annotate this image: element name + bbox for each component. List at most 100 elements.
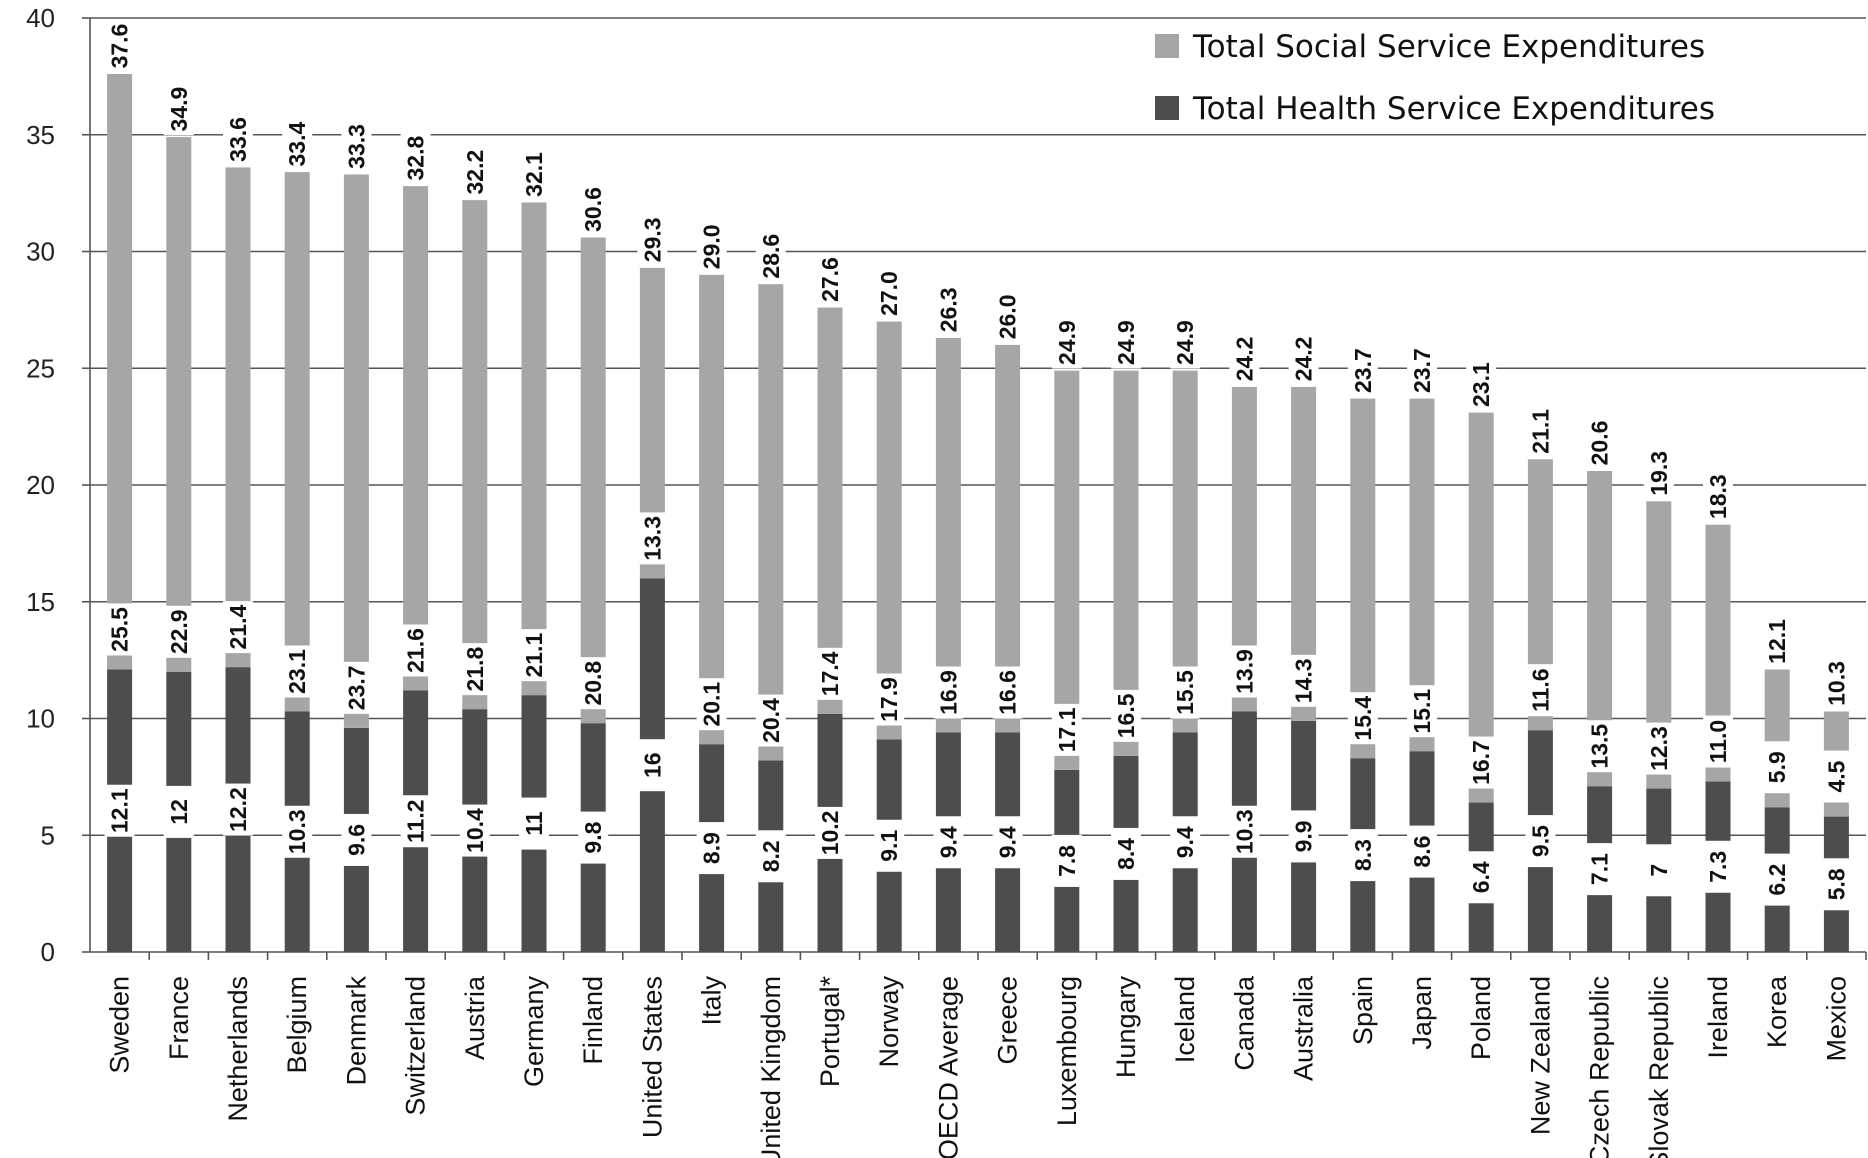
social-value-label-group: 15.5 xyxy=(1170,666,1201,719)
social-value-label-group: 21.4 xyxy=(223,601,253,654)
total-value-label: 32.1 xyxy=(521,152,547,197)
social-value-label: 11.6 xyxy=(1527,668,1553,712)
social-value-label-bg xyxy=(1466,736,1497,789)
social-value-label-group: 23.1 xyxy=(282,645,313,698)
health-value-label-bg xyxy=(163,785,194,838)
health-value-label-bg xyxy=(1643,844,1674,897)
total-value-label: 10.3 xyxy=(1823,661,1849,706)
health-value-label-bg xyxy=(696,822,727,875)
health-value-label-bg xyxy=(578,811,609,864)
category-label: Belgium xyxy=(282,976,312,1074)
total-value-label-bg xyxy=(163,83,194,136)
y-tick-label: 40 xyxy=(26,3,55,33)
social-value-label-bg xyxy=(1584,720,1615,773)
social-value-label: 23.1 xyxy=(284,649,310,694)
total-value-label-bg xyxy=(874,267,905,320)
bar-social xyxy=(107,74,133,670)
health-value-label-group: 9.5 xyxy=(1525,815,1556,868)
total-value-label-bg xyxy=(519,148,549,201)
health-value-label-group: 7.3 xyxy=(1703,840,1733,893)
total-value-label: 26.3 xyxy=(935,288,961,333)
y-tick-label: 15 xyxy=(26,587,55,617)
category-label: Canada xyxy=(1229,975,1259,1071)
health-value-label: 9.6 xyxy=(343,824,369,856)
total-value-label-bg xyxy=(1584,416,1615,469)
social-value-label: 17.4 xyxy=(817,651,843,696)
total-value-label-group: 34.9 xyxy=(163,83,194,136)
health-value-label: 9.4 xyxy=(1172,826,1198,858)
health-value-label-group: 12.1 xyxy=(104,784,135,837)
health-value-label: 8.4 xyxy=(1113,838,1139,870)
health-value-label-group: 9.8 xyxy=(578,811,609,864)
health-value-label-bg xyxy=(1051,834,1082,887)
health-value-label-bg xyxy=(1407,825,1437,878)
category-label: New Zealand xyxy=(1525,976,1555,1135)
category-label: Japan xyxy=(1407,976,1437,1050)
social-value-label-bg xyxy=(104,603,135,656)
total-value-label-bg xyxy=(1229,332,1260,385)
total-value-label-bg xyxy=(992,290,1023,343)
total-value-label-group: 33.3 xyxy=(341,120,372,173)
social-value-label-bg xyxy=(1288,654,1319,707)
social-value-label: 25.5 xyxy=(107,607,133,652)
social-value-label-group: 17.4 xyxy=(815,647,845,700)
x-axis: Sweden France Netherlands Belgium Denmark Swi… xyxy=(90,951,1867,1158)
category-label: Hungary xyxy=(1111,976,1141,1079)
health-value-label-group: 8.4 xyxy=(1111,827,1141,880)
social-value-label-group: 16.9 xyxy=(933,666,964,719)
total-value-label: 24.9 xyxy=(1172,320,1198,365)
total-value-label-group: 18.3 xyxy=(1703,470,1733,523)
social-value-label-bg xyxy=(459,643,490,696)
total-value-label: 24.9 xyxy=(1113,320,1139,365)
social-value-label-bg xyxy=(341,661,372,714)
health-value-label-group: 7 xyxy=(1643,844,1674,897)
social-value-label-group: 21.1 xyxy=(519,629,549,682)
social-value-label: 13.9 xyxy=(1231,649,1257,694)
health-value-label-group: 10.3 xyxy=(282,805,313,858)
social-value-label-bg xyxy=(1703,715,1733,768)
health-value-label-bg xyxy=(933,816,964,869)
total-value-label: 30.6 xyxy=(580,187,606,232)
bar-social xyxy=(166,137,192,672)
y-tick-label: 0 xyxy=(41,937,55,967)
health-value-label-group: 8.2 xyxy=(755,830,786,883)
social-value-label: 20.8 xyxy=(580,661,606,706)
social-value-label-group: 20.8 xyxy=(578,657,609,710)
social-value-label: 16.5 xyxy=(1113,693,1139,738)
total-value-label: 27.0 xyxy=(876,271,902,316)
social-value-label: 23.7 xyxy=(343,665,369,710)
health-value-label: 8.3 xyxy=(1350,839,1376,871)
total-value-label-group: 21.1 xyxy=(1525,405,1556,458)
social-value-label-group: 16.7 xyxy=(1466,736,1497,789)
value-labels: 12.1 25.5 37.6 12 22.9 34.9 12.2 21.4 33.6 10.3 23… xyxy=(104,20,1852,911)
health-value-label-group: 12.2 xyxy=(223,783,253,836)
health-value-label-group: 7.1 xyxy=(1584,843,1615,896)
category-label: OECD Average xyxy=(933,976,963,1158)
social-value-label-bg xyxy=(223,601,253,654)
social-value-label-group: 11.0 xyxy=(1703,715,1733,768)
total-value-label-bg xyxy=(755,230,786,283)
health-value-label: 7.8 xyxy=(1054,845,1080,877)
health-value-label-group: 9.4 xyxy=(992,816,1023,869)
health-value-label-bg xyxy=(815,806,845,859)
social-value-label-bg xyxy=(163,605,194,658)
total-value-label-group: 20.6 xyxy=(1584,416,1615,469)
total-value-label-group: 24.2 xyxy=(1288,332,1319,385)
health-value-label: 7 xyxy=(1646,864,1672,877)
health-value-label-group: 8.9 xyxy=(696,822,727,875)
social-value-label-group: 15.1 xyxy=(1407,685,1437,738)
total-value-label: 24.9 xyxy=(1054,320,1080,365)
social-value-label-bg xyxy=(1170,666,1201,719)
total-value-label-bg xyxy=(459,146,490,199)
category-label: Finland xyxy=(578,976,608,1065)
category-label: Iceland xyxy=(1170,976,1200,1063)
health-value-label-group: 8.3 xyxy=(1347,829,1378,882)
health-value-label-bg xyxy=(1347,829,1378,882)
category-label: Denmark xyxy=(341,976,371,1086)
category-label: Korea xyxy=(1762,975,1792,1048)
total-value-label: 34.9 xyxy=(166,87,192,132)
health-value-label-group: 16 xyxy=(637,739,668,792)
social-value-label-group: 20.4 xyxy=(755,694,786,747)
health-value-label: 10.4 xyxy=(462,808,488,853)
y-tick-label: 35 xyxy=(26,120,55,150)
